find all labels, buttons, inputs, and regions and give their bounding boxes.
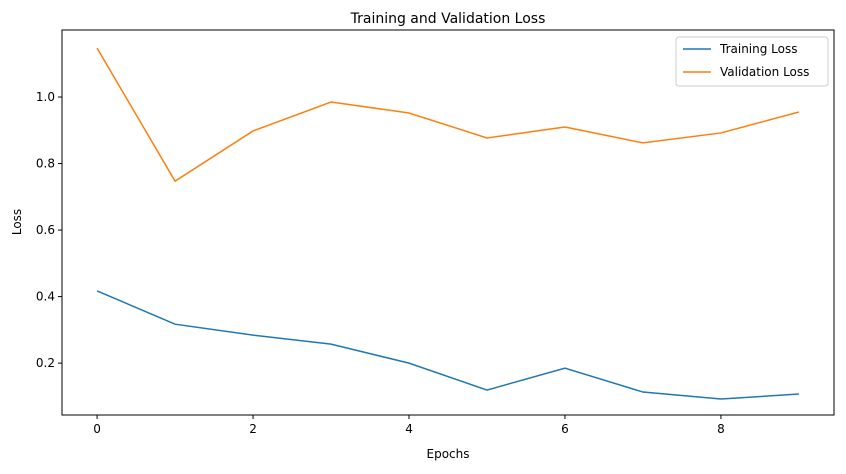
series-line-training	[96, 290, 799, 400]
legend: Training Loss Validation Loss	[675, 36, 829, 87]
y-axis-label: Loss	[10, 209, 24, 235]
x-tick-label: 6	[561, 422, 569, 436]
x-axis-label: Epochs	[427, 447, 470, 461]
legend-label-training: Training Loss	[719, 42, 797, 56]
x-tick-label: 4	[405, 422, 413, 436]
y-tick-label: 0.6	[36, 223, 55, 237]
y-tick-label: 0.4	[36, 290, 55, 304]
x-tick-label: 2	[249, 422, 257, 436]
y-tick-label: 0.2	[36, 356, 55, 370]
series-line-validation	[96, 47, 800, 183]
plot-frame	[61, 29, 835, 416]
x-tick-label: 0	[93, 422, 101, 436]
y-tick-label: 1.0	[36, 90, 55, 104]
legend-label-validation: Validation Loss	[720, 65, 809, 79]
x-tick-label: 8	[717, 422, 725, 436]
chart-title: Training and Validation Loss	[350, 11, 546, 27]
y-tick-label: 0.8	[36, 157, 55, 171]
legend-box	[675, 36, 829, 87]
